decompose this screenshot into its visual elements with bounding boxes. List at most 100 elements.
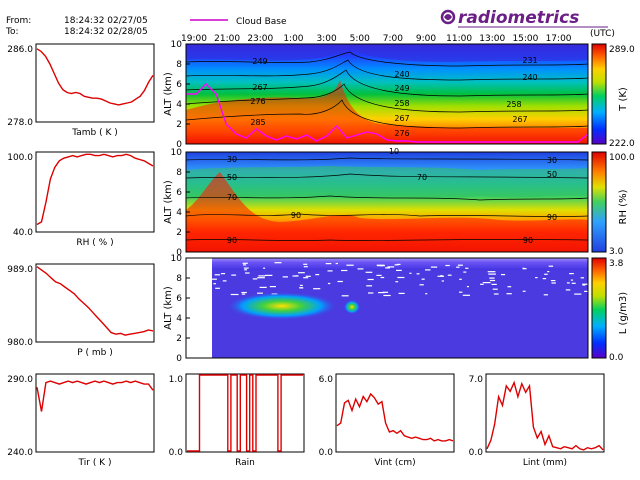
from-value: 18:24:32 02/27/05 (64, 16, 148, 26)
liquid-speckle (242, 262, 248, 264)
vint-axis-label: Vint (cm) (374, 458, 415, 468)
liquid-speckle (383, 294, 391, 297)
liquid-cloud-layer (226, 292, 338, 320)
time-axis-unit-label: (UTC) (590, 29, 615, 39)
altitude-tick-label: 2 (176, 334, 182, 344)
time-tick-label: 5:00 (350, 34, 370, 44)
rh-plot-frame (35, 151, 155, 233)
liquid-speckle (398, 292, 405, 294)
liquid-speckle (506, 293, 512, 295)
tamb-series-line (36, 48, 154, 106)
liquid-speckle (425, 269, 431, 271)
altitude-tick-label: 10 (171, 254, 183, 264)
rain-series-line (187, 374, 303, 452)
tamb-ymin-label: 278.0 (7, 118, 33, 128)
temperature-lower-warm-band (186, 80, 588, 144)
liquid-speckle (462, 294, 470, 296)
to-label: To: (5, 27, 19, 37)
liquid-speckle (241, 291, 247, 294)
liquid-speckle (440, 275, 443, 277)
altitude-axis-label: ALT (km) (163, 72, 174, 116)
altitude-tick-label: 6 (176, 294, 182, 304)
liquid-speckle (259, 286, 267, 288)
time-tick-label: 13:00 (479, 34, 505, 44)
humidity-contour-label: 70 (417, 173, 427, 182)
humidity-contour-label: 30 (227, 155, 237, 164)
time-tick-label: 3:00 (316, 34, 336, 44)
colorbar-max-label: 289.0 (609, 45, 635, 55)
liquid-speckle (535, 277, 538, 279)
liquid-speckle (365, 271, 373, 273)
altitude-tick-label: 8 (176, 168, 182, 178)
humidity-lower-moist-band (186, 172, 588, 252)
time-tick-label: 15:00 (512, 34, 538, 44)
temperature-contour-line (185, 83, 589, 113)
humidity-mid-band (186, 166, 588, 198)
colorbar (591, 151, 607, 253)
logo-mark-icon (440, 9, 456, 25)
liquid-speckle (569, 273, 574, 275)
colorbar-label: T (K) (618, 87, 629, 112)
liquid-speckle (419, 284, 424, 286)
liquid-speckle (221, 273, 226, 275)
liquid-speckle (315, 274, 320, 276)
altitude-tick-label: 2 (176, 228, 182, 238)
cloud-base-legend-label: Cloud Base (236, 17, 287, 27)
altitude-axis-label: ALT (km) (163, 180, 174, 224)
liquid-speckle (327, 270, 333, 272)
liquid-speckle (212, 278, 217, 280)
liquid-no-data-region (186, 258, 212, 358)
tir-series-line (36, 380, 154, 412)
temperature-contour-line (185, 99, 589, 129)
lint-chart: 7.0 0.0 Lint (mm) (469, 373, 605, 468)
humidity-contour-line (185, 157, 589, 161)
altitude-tick-label: 0 (176, 248, 182, 258)
liquid-speckle (565, 289, 571, 291)
lint-plot-frame (485, 373, 605, 453)
temperature-contour-line (185, 51, 589, 67)
tir-chart: 290.0 240.0 Tir ( K ) (7, 373, 155, 468)
humidity-contour-label: 70 (227, 193, 237, 202)
altitude-axis-label: ALT (km) (163, 286, 174, 330)
colorbar-label: RH (%) (618, 189, 629, 224)
vint-chart: 6.0 0.0 Vint (cm) (319, 373, 455, 468)
liquid-speckle (395, 281, 399, 283)
liquid-speckle (584, 290, 591, 292)
temperature-contour-label: 240 (394, 70, 409, 79)
temperature-contour-line (185, 59, 589, 81)
temperature-contour-label: 267 (394, 114, 409, 123)
altitude-tick-label: 4 (176, 100, 182, 110)
cloud-base-trace (186, 83, 589, 143)
liquid-speckle (409, 272, 412, 274)
altitude-tick-label: 4 (176, 208, 182, 218)
liquid-speckle (366, 285, 373, 287)
liquid-speckle (387, 266, 395, 268)
liquid-speckle (299, 287, 303, 289)
temperature-contour-label: 249 (252, 57, 267, 66)
liquid-speckle (341, 295, 349, 297)
liquid-speckle (257, 277, 265, 279)
liquid-speckle (367, 278, 374, 281)
lint-series-line (486, 380, 604, 451)
liquid-speckle (295, 275, 298, 277)
liquid-speckle (570, 279, 574, 281)
humidity-contour-label: 50 (547, 170, 557, 179)
liquid-speckle (459, 291, 463, 293)
liquid-speckle (394, 264, 399, 266)
humidity-frame (185, 151, 589, 253)
pressure-ymin-label: 980.0 (7, 338, 33, 348)
liquid-speckle (430, 266, 438, 268)
radiometrics-logo: radiometrics (440, 8, 608, 28)
liquid-speckle (263, 267, 266, 269)
altitude-tick-label: 0 (176, 354, 182, 364)
liquid-speckle (465, 267, 469, 269)
lint-ymax-label: 7.0 (469, 375, 484, 385)
liquid-speckle (245, 272, 250, 274)
liquid-speckle (542, 278, 547, 280)
liquid-cloud-fragment (344, 300, 360, 314)
colorbar (591, 257, 607, 359)
liquid-speckle (544, 273, 548, 275)
vint-ymin-label: 0.0 (319, 448, 334, 458)
logo-text: radiometrics (458, 8, 579, 28)
